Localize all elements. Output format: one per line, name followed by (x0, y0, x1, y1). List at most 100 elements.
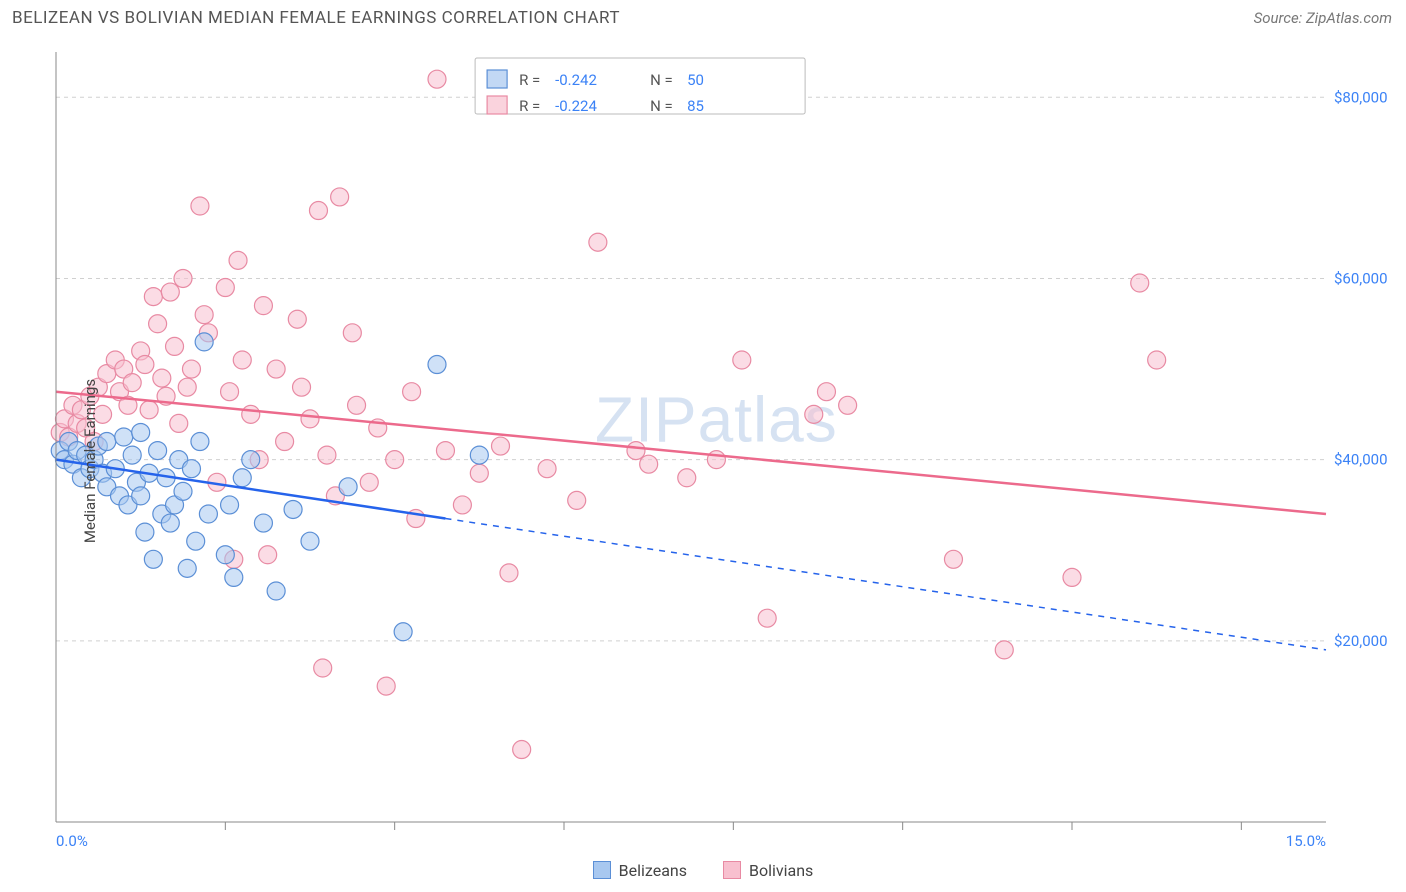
data-point (568, 491, 586, 509)
data-point (123, 446, 141, 464)
data-point (500, 564, 518, 582)
legend-item-belizeans: Belizeans (593, 861, 687, 880)
data-point (627, 442, 645, 460)
legend-swatch-pink (723, 861, 741, 879)
data-point (174, 482, 192, 500)
data-point (403, 383, 421, 401)
legend-stat: R = (519, 97, 540, 115)
data-point (233, 469, 251, 487)
data-point (225, 568, 243, 586)
data-point (161, 283, 179, 301)
chart-title: BELIZEAN VS BOLIVIAN MEDIAN FEMALE EARNI… (12, 8, 620, 28)
data-point (758, 609, 776, 627)
y-tick-label: $40,000 (1334, 451, 1388, 469)
data-point (301, 532, 319, 550)
legend-stat: 85 (687, 97, 704, 115)
data-point (132, 487, 150, 505)
x-max-label: 15.0% (1286, 832, 1326, 850)
data-point (216, 279, 234, 297)
legend-label-belizeans: Belizeans (619, 861, 687, 880)
data-point (839, 396, 857, 414)
legend-stat: N = (650, 97, 673, 115)
legend-swatch-blue (593, 861, 611, 879)
x-min-label: 0.0% (56, 832, 88, 850)
source-name: ZipAtlas.com (1306, 9, 1392, 27)
data-point (144, 288, 162, 306)
data-point (436, 442, 454, 460)
data-point (339, 478, 357, 496)
data-point (470, 464, 488, 482)
data-point (1148, 351, 1166, 369)
source-prefix: Source: (1254, 9, 1306, 27)
data-point (233, 351, 251, 369)
data-point (229, 251, 247, 269)
scatter-chart-svg: $20,000$40,000$60,000$80,000ZIPatlas0.0%… (12, 42, 1394, 880)
data-point (170, 414, 188, 432)
data-point (191, 197, 209, 215)
data-point (98, 433, 116, 451)
data-point (470, 446, 488, 464)
data-point (195, 306, 213, 324)
data-point (153, 369, 171, 387)
data-point (492, 437, 510, 455)
data-point (140, 401, 158, 419)
data-point (377, 677, 395, 695)
data-point (221, 383, 239, 401)
data-point (1131, 274, 1149, 292)
data-point (428, 70, 446, 88)
data-point (149, 442, 167, 460)
data-point (178, 559, 196, 577)
data-point (276, 433, 294, 451)
data-point (309, 202, 327, 220)
data-point (136, 523, 154, 541)
data-point (817, 383, 835, 401)
data-point (360, 473, 378, 491)
data-point (314, 659, 332, 677)
data-point (144, 550, 162, 568)
data-point (182, 460, 200, 478)
data-point (242, 405, 260, 423)
data-point (453, 496, 471, 514)
y-tick-label: $80,000 (1334, 88, 1388, 106)
data-point (115, 428, 133, 446)
data-point (242, 451, 260, 469)
data-point (589, 233, 607, 251)
data-point (733, 351, 751, 369)
legend-stat: N = (650, 71, 673, 89)
data-point (259, 546, 277, 564)
data-point (174, 269, 192, 287)
data-point (284, 500, 302, 518)
data-point (221, 496, 239, 514)
data-point (123, 374, 141, 392)
data-point (805, 405, 823, 423)
data-point (191, 433, 209, 451)
legend-stat: R = (519, 71, 540, 89)
chart-area: Median Female Earnings $20,000$40,000$60… (12, 42, 1394, 880)
legend-label-bolivians: Bolivians (749, 861, 813, 880)
data-point (267, 360, 285, 378)
legend-item-bolivians: Bolivians (723, 861, 813, 880)
source-attribution: Source: ZipAtlas.com (1254, 9, 1392, 27)
data-point (199, 505, 217, 523)
data-point (267, 582, 285, 600)
data-point (343, 324, 361, 342)
data-point (944, 550, 962, 568)
data-point (166, 337, 184, 355)
data-point (331, 188, 349, 206)
data-point (301, 410, 319, 428)
y-axis-label: Median Female Earnings (81, 379, 99, 543)
data-point (386, 451, 404, 469)
data-point (348, 396, 366, 414)
data-point (254, 514, 272, 532)
data-point (538, 460, 556, 478)
data-point (288, 310, 306, 328)
data-point (216, 546, 234, 564)
data-point (428, 356, 446, 374)
data-point (136, 356, 154, 374)
data-point (995, 641, 1013, 659)
data-point (318, 446, 336, 464)
data-point (132, 423, 150, 441)
legend-stat: -0.224 (555, 97, 597, 115)
data-point (513, 741, 531, 759)
data-point (149, 315, 167, 333)
